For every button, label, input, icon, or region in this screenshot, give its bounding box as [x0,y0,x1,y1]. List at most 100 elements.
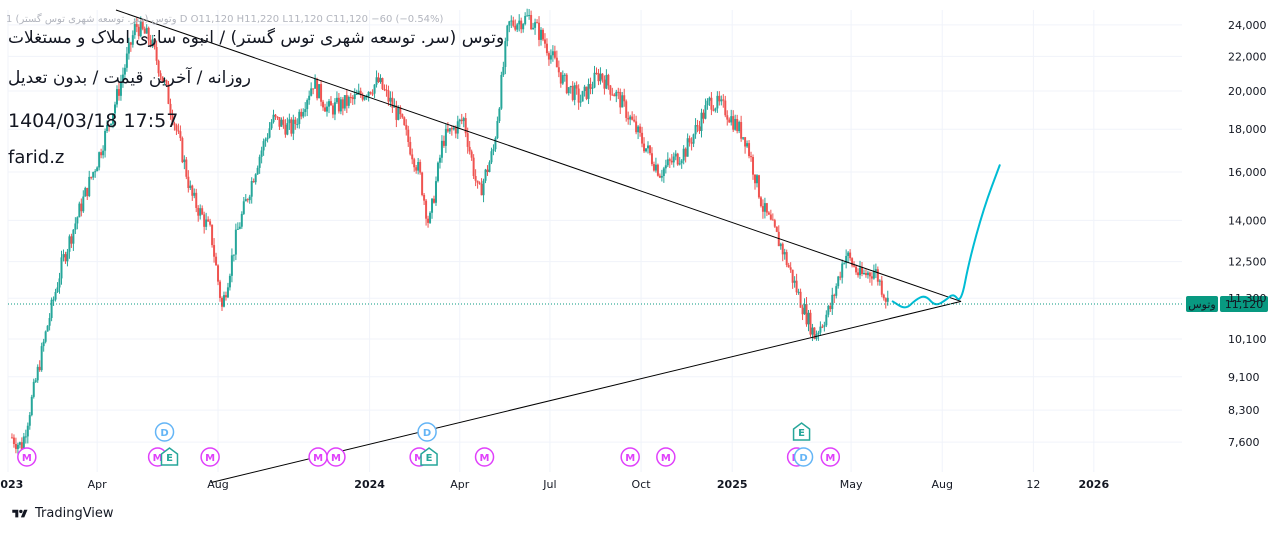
candle-body [710,97,713,110]
candle [587,78,590,105]
candle [24,429,27,444]
candle [302,108,305,119]
candle [468,140,471,155]
candle [880,275,883,298]
candle [282,116,285,129]
projection-layer[interactable] [891,164,1001,309]
event-marker-e[interactable]: E [160,447,179,466]
candle-body [113,104,116,114]
event-marker-m[interactable]: M [820,447,841,467]
candle [191,184,194,201]
candle [203,211,206,234]
x-tick-label: Jul [542,478,556,491]
event-marker-m[interactable]: M [200,447,220,467]
event-marker-d[interactable]: D [793,447,814,467]
candle [248,194,251,204]
candle [472,154,475,180]
candle-body [468,146,471,152]
candle-body [583,86,586,92]
candle-body [100,152,103,156]
candle [385,84,388,97]
candle [807,310,810,332]
time-axis[interactable]: 2023 Apr Aug 2024 Apr Jul Oct 2025 May Aug 12 2026 [0,478,1109,491]
candle [331,103,334,119]
candle-body [377,77,380,83]
candle-body [732,116,735,130]
price-axis[interactable]: 24,000 22,000 20,000 18,000 16,000 14,000 12,5… [1228,19,1267,449]
event-marker-shape [160,447,179,466]
candle [540,27,543,46]
candle [476,180,479,189]
candle [157,59,160,77]
candle-body [460,119,463,122]
candle-body [882,294,885,299]
candle [617,87,620,100]
candle-body [549,55,552,60]
candle-body [702,112,705,119]
candle [520,17,523,34]
candle-body [611,94,614,96]
candle [290,117,293,137]
candle [322,99,325,111]
event-marker-m[interactable]: M [474,447,495,467]
candle-body [308,95,311,101]
event-marker-d[interactable]: D [417,422,437,442]
candle [64,251,67,264]
candle [490,147,493,165]
candle-body [296,124,299,126]
candle [611,87,614,96]
event-marker-d[interactable]: D [154,422,175,442]
candle-body [246,199,249,201]
candle [672,152,675,168]
candle [209,218,212,227]
candle-body [104,130,107,151]
descending-trendline[interactable] [115,9,962,302]
candle [355,89,358,96]
candle [361,92,364,102]
candle [714,107,717,113]
candle-body [135,24,138,27]
candle-body [117,89,120,96]
candle-body [395,105,398,120]
candle-body [787,264,790,268]
candle [690,137,693,151]
event-marker-m[interactable]: M [17,447,37,467]
candle [433,195,436,204]
event-marker-layer[interactable]: MMDEMMMMDEMMMMEDM [17,422,841,467]
x-tick-label: 12 [1026,478,1040,491]
candle [76,216,79,230]
event-marker-label: M [153,453,163,464]
candle-body [74,223,77,230]
event-marker-e[interactable]: E [792,422,811,441]
candle [288,113,291,130]
candle-body [726,115,729,120]
event-marker-m[interactable]: M [308,447,328,467]
projection-path[interactable] [891,164,1001,309]
candle [351,95,354,105]
candle-body [706,100,709,106]
event-marker-m[interactable]: M [620,447,640,467]
candle [508,20,511,33]
candle-body [282,119,285,125]
candle [50,297,53,322]
candle-body [553,51,556,58]
candle-body [690,142,693,144]
candle-body [131,35,134,45]
candle [658,173,661,179]
candle-body [831,294,834,310]
event-marker-e[interactable]: E [420,447,438,466]
candle [369,91,372,95]
candle-body [664,165,667,169]
candle [565,73,568,95]
tradingview-logo[interactable]: TradingView [10,506,114,521]
candle [779,242,782,250]
event-marker-m[interactable]: M [326,447,346,467]
candle-body [341,99,344,109]
candle-body [754,174,757,184]
event-marker-label: M [625,453,635,464]
candle-body [327,101,330,107]
event-marker-m[interactable]: M [656,447,676,467]
candle-body [343,95,346,109]
candle [498,107,501,124]
